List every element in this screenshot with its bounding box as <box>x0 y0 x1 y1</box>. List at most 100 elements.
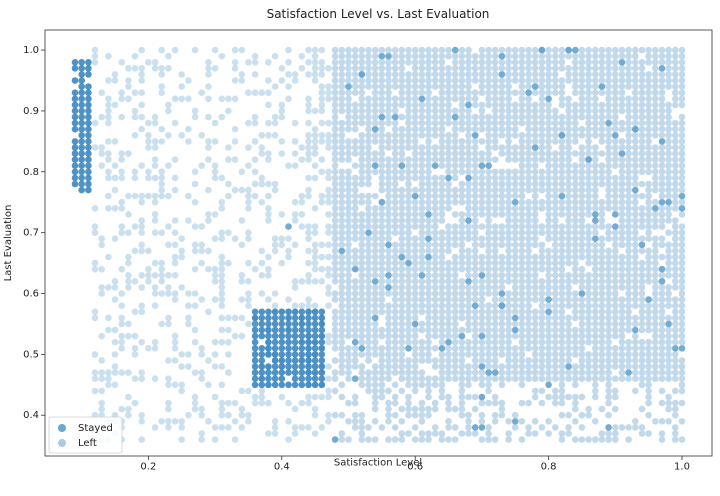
left-point <box>645 253 652 261</box>
left-point <box>358 119 366 127</box>
left-point <box>405 332 412 340</box>
left-point <box>552 278 559 285</box>
left-point <box>385 138 392 145</box>
left-point <box>592 375 599 383</box>
left-point <box>418 296 426 303</box>
left-point <box>205 381 212 389</box>
left-point <box>305 399 312 407</box>
left-point <box>431 211 439 218</box>
left-point <box>525 59 532 66</box>
left-point <box>331 174 339 182</box>
left-point <box>498 253 506 261</box>
left-point <box>418 430 426 437</box>
left-point <box>598 223 606 230</box>
left-point <box>351 174 359 182</box>
left-point <box>405 308 412 316</box>
left-point <box>645 107 652 115</box>
left-point <box>151 156 159 163</box>
left-point <box>558 150 566 157</box>
left-point <box>338 320 346 328</box>
left-point <box>491 223 499 230</box>
left-point <box>491 132 499 139</box>
left-point <box>505 223 512 230</box>
left-point <box>218 363 226 370</box>
left-point <box>665 144 672 151</box>
left-point <box>391 101 399 109</box>
left-point <box>311 247 319 255</box>
left-point <box>465 223 472 230</box>
left-point <box>131 278 139 285</box>
left-point <box>545 351 552 358</box>
left-point <box>351 138 359 145</box>
left-point <box>531 351 539 358</box>
left-point <box>445 65 452 72</box>
left-point <box>652 253 659 261</box>
left-point <box>451 211 459 218</box>
left-point <box>371 387 379 395</box>
left-point <box>518 211 526 218</box>
left-point <box>325 418 332 425</box>
left-point <box>478 180 486 188</box>
left-point <box>338 284 346 291</box>
left-point <box>511 320 519 328</box>
left-point <box>451 46 459 54</box>
left-point <box>652 59 659 66</box>
left-point <box>478 150 486 157</box>
left-point <box>558 375 566 383</box>
left-point <box>245 198 252 206</box>
left-point <box>338 430 346 437</box>
left-point <box>371 211 379 218</box>
left-point <box>451 338 459 346</box>
left-point <box>511 375 519 383</box>
left-point <box>518 284 526 291</box>
left-point <box>365 77 372 84</box>
left-point <box>471 119 479 127</box>
left-point <box>285 71 292 78</box>
left-point <box>545 132 552 139</box>
left-point <box>565 101 572 109</box>
left-point <box>558 278 566 285</box>
left-point <box>358 107 366 115</box>
left-point <box>465 198 472 206</box>
left-point <box>665 345 672 352</box>
left-point <box>485 265 492 273</box>
left-point <box>171 345 179 352</box>
left-point <box>565 162 572 169</box>
left-point <box>411 162 419 169</box>
left-point <box>658 144 666 151</box>
left-point <box>505 338 512 346</box>
stayed-point <box>78 180 85 188</box>
left-point <box>238 405 246 413</box>
left-point <box>445 168 452 176</box>
left-point <box>558 223 566 230</box>
left-point <box>592 156 599 163</box>
x-tick-label: 0.8 <box>541 461 557 472</box>
left-point <box>652 71 659 78</box>
left-point <box>138 302 145 310</box>
left-point <box>378 144 386 151</box>
left-point <box>518 308 526 316</box>
left-point <box>125 272 132 279</box>
left-point <box>632 229 639 236</box>
left-point <box>271 83 279 90</box>
left-point <box>605 205 612 212</box>
left-point <box>658 162 666 169</box>
left-point <box>411 259 419 267</box>
left-point <box>478 308 486 316</box>
left-point <box>578 411 586 419</box>
left-point <box>105 138 112 145</box>
left-point <box>145 119 152 127</box>
left-point <box>245 235 252 242</box>
left-point <box>531 332 539 340</box>
left-point <box>418 205 426 212</box>
left-point <box>665 125 672 133</box>
left-point <box>465 119 472 127</box>
left-point <box>371 217 379 224</box>
left-point <box>612 375 619 383</box>
left-point <box>425 65 432 72</box>
left-point <box>418 241 426 249</box>
left-point <box>585 278 592 285</box>
stayed-point <box>71 150 79 157</box>
left-point <box>585 320 592 328</box>
left-point <box>345 253 352 261</box>
